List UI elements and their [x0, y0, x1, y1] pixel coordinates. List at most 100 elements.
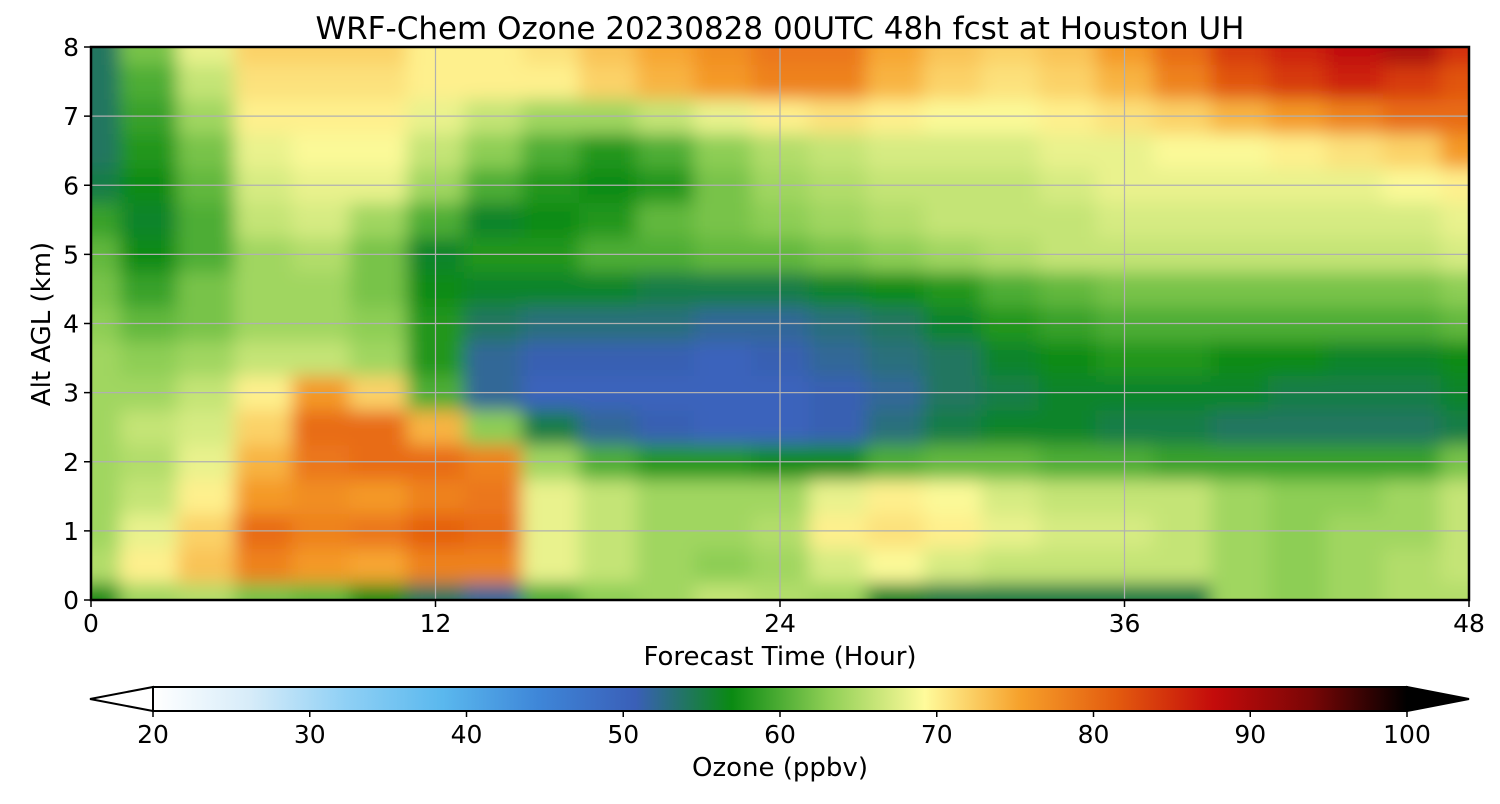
heatmap-cell	[866, 548, 925, 584]
heatmap-cell	[119, 202, 178, 238]
y-tick-label: 4	[63, 310, 79, 339]
heatmap-cell	[1325, 202, 1384, 238]
heatmap-cell	[119, 47, 178, 65]
heatmap-cell	[693, 64, 752, 100]
heatmap-cell	[693, 582, 752, 600]
heatmap-cell	[808, 479, 867, 515]
heatmap-cell	[464, 409, 523, 446]
heatmap-cell	[579, 271, 638, 307]
heatmap-cell	[1268, 340, 1327, 376]
heatmap-cell	[579, 479, 638, 515]
heatmap-cell	[1038, 47, 1097, 65]
heatmap-cell	[1325, 582, 1384, 600]
heatmap-cell	[521, 47, 580, 65]
heatmap-cell	[91, 271, 121, 307]
heatmap-cell	[119, 340, 178, 376]
x-tick-label: 48	[1453, 609, 1485, 638]
x-tick-label: 0	[83, 609, 99, 638]
heatmap-cell	[291, 582, 350, 600]
heatmap-cell	[177, 479, 236, 515]
heatmap-cell	[177, 47, 236, 65]
heatmap-cell	[349, 340, 408, 376]
heatmap-cell	[1268, 582, 1327, 600]
heatmap-cell	[579, 582, 638, 600]
heatmap-cell	[1325, 479, 1384, 515]
heatmap-cell	[1440, 548, 1469, 584]
heatmap-cell	[808, 582, 867, 600]
heatmap-cell	[866, 271, 925, 307]
heatmap-cell	[1153, 409, 1212, 446]
heatmap-cell	[1382, 548, 1441, 584]
heatmap-cell	[119, 548, 178, 584]
heatmap-cell	[521, 202, 580, 238]
heatmap-cell	[291, 409, 350, 446]
heatmap-cell	[923, 479, 982, 515]
x-tick-label: 12	[420, 609, 452, 638]
heatmap-cell	[1210, 47, 1269, 65]
heatmap-cell	[234, 409, 293, 446]
heatmap-cell	[693, 133, 752, 169]
heatmap-cell	[464, 479, 523, 515]
heatmap-cell	[1210, 64, 1269, 100]
y-tick-label: 8	[63, 33, 79, 62]
heatmap-cell	[923, 548, 982, 584]
heatmap-cell	[349, 479, 408, 515]
heatmap-cell	[91, 47, 121, 65]
heatmap-cell	[1210, 133, 1269, 169]
heatmap-cell	[1038, 409, 1097, 446]
heatmap-cell	[923, 409, 982, 446]
heatmap-cell	[234, 271, 293, 307]
heatmap-cell	[521, 409, 580, 446]
heatmap-cell	[579, 409, 638, 446]
heatmap-cell	[579, 548, 638, 584]
heatmap-cell	[808, 271, 867, 307]
heatmap-cell	[923, 271, 982, 307]
heatmap-cell	[234, 64, 293, 100]
heatmap-cell	[521, 133, 580, 169]
heatmap-cell	[349, 548, 408, 584]
heatmap-cell	[91, 582, 121, 600]
colorbar-label: Ozone (ppbv)	[692, 753, 868, 783]
heatmap-cell	[636, 548, 695, 584]
heatmap-cell	[923, 582, 982, 600]
heatmap-cell	[1268, 409, 1327, 446]
heatmap-cell	[808, 340, 867, 376]
colorbar-tick-label: 50	[607, 720, 639, 749]
x-axis-label: Forecast Time (Hour)	[643, 642, 916, 672]
heatmap-cell	[1038, 582, 1097, 600]
heatmap-cell	[980, 582, 1039, 600]
heatmap-cell	[866, 64, 925, 100]
y-axis-label: Alt AGL (km)	[27, 242, 57, 406]
heatmap-cell	[636, 47, 695, 65]
heatmap-cell	[923, 202, 982, 238]
heatmap-cell	[91, 202, 121, 238]
heatmap-cell	[579, 64, 638, 100]
heatmap-cell	[1440, 409, 1469, 446]
heatmap-cell	[464, 133, 523, 169]
heatmap-cell	[521, 340, 580, 376]
heatmap-cell	[1382, 271, 1441, 307]
y-tick-label: 0	[63, 586, 79, 615]
heatmap-cell	[1268, 548, 1327, 584]
heatmap-cell	[1210, 409, 1269, 446]
heatmap-cell	[1153, 271, 1212, 307]
heatmap-cell	[234, 548, 293, 584]
heatmap-cell	[1210, 271, 1269, 307]
heatmap-cell	[1153, 47, 1212, 65]
heatmap-cell	[693, 47, 752, 65]
heatmap-cell	[234, 479, 293, 515]
y-tick-label: 1	[63, 517, 79, 546]
x-tick-label: 24	[764, 609, 796, 638]
y-tick-label: 3	[63, 379, 79, 408]
heatmap-cell	[119, 582, 178, 600]
heatmap-cell	[1038, 340, 1097, 376]
heatmap-cell	[1325, 64, 1384, 100]
heatmap-cell	[693, 548, 752, 584]
heatmap-cell	[579, 202, 638, 238]
heatmap-cell	[1038, 548, 1097, 584]
heatmap-cell	[177, 202, 236, 238]
heatmap-cell	[1268, 47, 1327, 65]
heatmap-cell	[119, 271, 178, 307]
heatmap-cell	[464, 548, 523, 584]
heatmap-cell	[521, 271, 580, 307]
